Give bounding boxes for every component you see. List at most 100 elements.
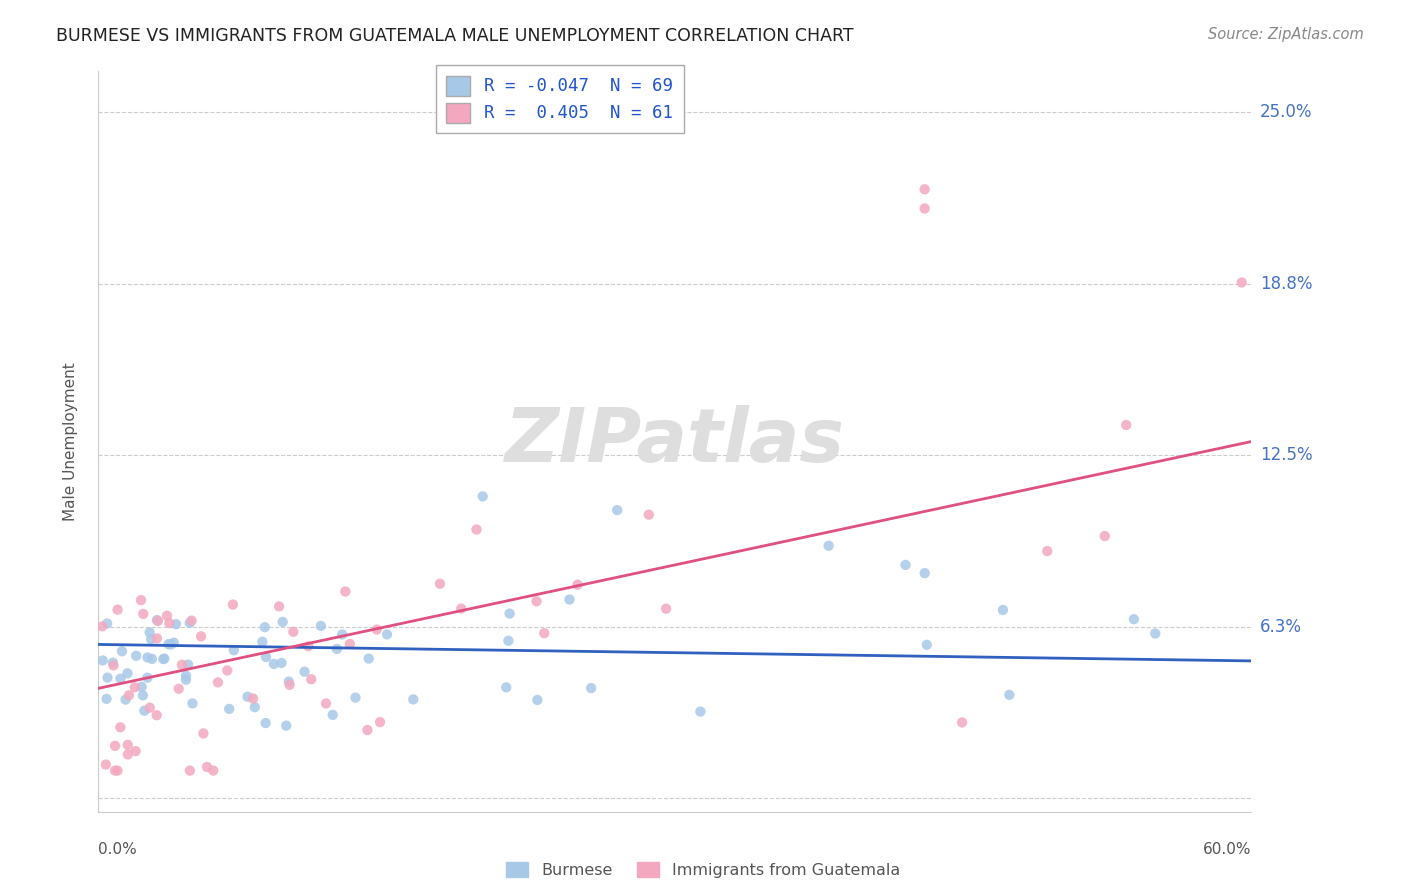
Point [253, 620, 276, 634]
Point [177, 657, 200, 672]
Point [160, 637, 183, 651]
Point [294, 665, 316, 679]
Point [1094, 529, 1116, 543]
Point [163, 635, 186, 649]
Point [124, 681, 146, 695]
Point [368, 715, 391, 730]
Point [1036, 544, 1059, 558]
Text: 6.3%: 6.3% [1260, 617, 1302, 636]
Point [132, 689, 155, 703]
Text: 0.0%: 0.0% [98, 842, 138, 857]
Point [471, 489, 494, 503]
Point [132, 607, 155, 621]
Point [157, 616, 180, 631]
Point [193, 726, 215, 740]
Point [179, 615, 201, 630]
Point [498, 633, 520, 648]
Point [322, 707, 344, 722]
Point [107, 764, 129, 778]
Text: 60.0%: 60.0% [1204, 842, 1251, 857]
Point [117, 747, 139, 762]
Point [117, 666, 139, 681]
Point [118, 688, 141, 702]
Point [91, 619, 114, 633]
Point [689, 705, 711, 719]
Point [567, 578, 589, 592]
Point [134, 704, 156, 718]
Point [125, 648, 148, 663]
Point [498, 607, 520, 621]
Point [297, 640, 319, 654]
Point [278, 678, 301, 692]
Point [103, 658, 125, 673]
Point [131, 680, 153, 694]
Point [167, 681, 190, 696]
Point [156, 608, 179, 623]
Point [1115, 417, 1137, 432]
Point [330, 627, 353, 641]
Point [950, 715, 973, 730]
Point [914, 202, 936, 216]
Text: ZIPatlas: ZIPatlas [505, 405, 845, 478]
Point [202, 764, 225, 778]
Point [366, 623, 388, 637]
Point [558, 592, 581, 607]
Point [107, 602, 129, 616]
Point [495, 681, 517, 695]
Point [217, 664, 239, 678]
Point [315, 697, 337, 711]
Point [222, 598, 245, 612]
Point [326, 642, 349, 657]
Point [117, 738, 139, 752]
Point [637, 508, 659, 522]
Point [254, 716, 277, 731]
Point [146, 613, 169, 627]
Point [165, 617, 187, 632]
Point [894, 558, 917, 572]
Point [181, 697, 204, 711]
Legend: Burmese, Immigrants from Guatemala: Burmese, Immigrants from Guatemala [499, 855, 907, 884]
Point [344, 690, 367, 705]
Point [179, 764, 201, 778]
Point [276, 718, 298, 732]
Point [277, 674, 299, 689]
Point [195, 760, 218, 774]
Point [465, 523, 488, 537]
Point [375, 627, 398, 641]
Point [299, 672, 322, 686]
Point [129, 593, 152, 607]
Point [111, 644, 134, 658]
Point [243, 700, 266, 714]
Point [207, 675, 229, 690]
Point [817, 539, 839, 553]
Text: Source: ZipAtlas.com: Source: ZipAtlas.com [1208, 27, 1364, 42]
Point [190, 629, 212, 643]
Point [96, 616, 118, 631]
Point [104, 739, 127, 753]
Point [606, 503, 628, 517]
Point [915, 638, 938, 652]
Point [254, 650, 277, 665]
Point [1144, 626, 1167, 640]
Point [222, 643, 245, 657]
Y-axis label: Male Unemployment: Male Unemployment [63, 362, 77, 521]
Text: 25.0%: 25.0% [1260, 103, 1312, 121]
Point [991, 603, 1014, 617]
Point [136, 671, 159, 685]
Point [1122, 612, 1144, 626]
Point [271, 615, 294, 629]
Point [146, 632, 169, 646]
Point [96, 691, 118, 706]
Point [914, 566, 936, 581]
Point [110, 672, 132, 686]
Point [1230, 276, 1253, 290]
Legend: R = -0.047  N = 69, R =  0.405  N = 61: R = -0.047 N = 69, R = 0.405 N = 61 [436, 65, 683, 133]
Point [157, 637, 180, 651]
Point [91, 653, 114, 667]
Point [655, 601, 678, 615]
Text: 12.5%: 12.5% [1260, 446, 1312, 464]
Point [141, 652, 163, 666]
Point [104, 764, 127, 778]
Point [998, 688, 1021, 702]
Point [309, 619, 332, 633]
